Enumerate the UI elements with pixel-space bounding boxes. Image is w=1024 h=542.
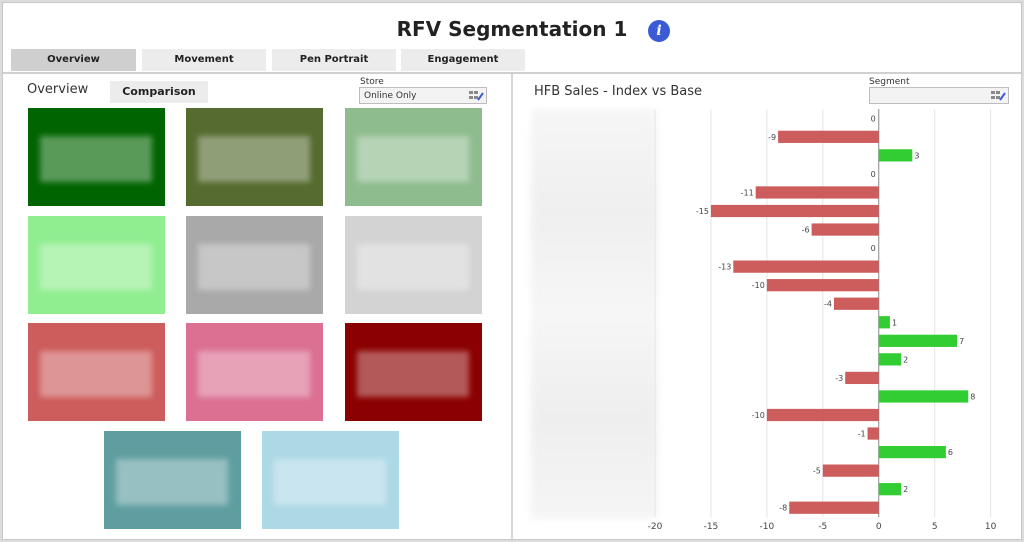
bar bbox=[710, 204, 879, 218]
segment-label: Segment bbox=[869, 77, 910, 87]
segment-tile[interactable] bbox=[345, 323, 482, 421]
bar bbox=[789, 501, 879, 514]
bar bbox=[766, 408, 879, 422]
data-label: -10 bbox=[752, 281, 765, 290]
data-label: 2 bbox=[903, 485, 908, 494]
title-row: RFV Segmentation 1 i bbox=[3, 17, 1021, 47]
data-label: 7 bbox=[959, 337, 964, 346]
store-value: Online Only bbox=[364, 91, 417, 101]
tile-obscured-content bbox=[198, 244, 310, 290]
bar bbox=[822, 464, 879, 477]
bar bbox=[766, 279, 879, 292]
tile-obscured-content bbox=[274, 459, 386, 505]
filter-edit-icon[interactable] bbox=[990, 90, 1006, 101]
data-label: 8 bbox=[970, 392, 975, 401]
tab-overview[interactable]: Overview bbox=[11, 49, 136, 71]
x-tick-label: -5 bbox=[818, 522, 827, 532]
tile-obscured-content bbox=[357, 244, 469, 290]
data-label: -11 bbox=[741, 188, 754, 197]
data-label: -10 bbox=[752, 411, 765, 420]
store-label: Store bbox=[360, 77, 384, 87]
tile-obscured-content bbox=[40, 244, 152, 290]
info-icon[interactable]: i bbox=[648, 20, 670, 42]
bar bbox=[878, 316, 890, 329]
bar bbox=[867, 427, 879, 440]
segment-tile[interactable] bbox=[186, 216, 323, 314]
bar bbox=[878, 353, 902, 366]
data-label: -5 bbox=[813, 467, 821, 476]
segment-tile[interactable] bbox=[28, 216, 165, 314]
hfb-sales-chart: -20 -15 -10 -5 0 5 10 0 -9 3 0 -11 -15 -6 0 -13 -10 -4 1 7 2… bbox=[648, 109, 997, 532]
x-tick-label: 0 bbox=[876, 522, 882, 532]
x-tick-label: -20 bbox=[648, 522, 663, 532]
data-label: -4 bbox=[824, 300, 832, 309]
tile-obscured-content bbox=[198, 136, 310, 182]
data-label: -8 bbox=[779, 504, 787, 513]
store-dropdown[interactable]: Online Only bbox=[359, 87, 487, 104]
segment-tile[interactable] bbox=[345, 216, 482, 314]
data-label: -9 bbox=[768, 133, 776, 142]
data-label: 0 bbox=[871, 114, 876, 123]
data-label: -6 bbox=[802, 226, 810, 235]
data-label: -15 bbox=[696, 207, 709, 216]
tile-obscured-content bbox=[40, 136, 152, 182]
data-label: -3 bbox=[835, 374, 843, 383]
tile-obscured-content bbox=[357, 136, 469, 182]
segment-tile[interactable] bbox=[345, 108, 482, 206]
comparison-button[interactable]: Comparison bbox=[110, 81, 208, 103]
bar bbox=[878, 149, 913, 162]
segment-tile[interactable] bbox=[186, 323, 323, 421]
segment-tile[interactable] bbox=[186, 108, 323, 206]
data-label: -1 bbox=[858, 430, 866, 439]
segment-tile[interactable] bbox=[28, 108, 165, 206]
bar bbox=[733, 260, 879, 273]
segment-dropdown[interactable] bbox=[869, 87, 1009, 104]
tile-obscured-content bbox=[40, 351, 152, 397]
bar bbox=[811, 223, 879, 236]
tile-obscured-content bbox=[198, 351, 310, 397]
page-title: RFV Segmentation 1 bbox=[396, 17, 628, 41]
bar bbox=[845, 371, 879, 385]
data-label: 3 bbox=[914, 151, 919, 160]
data-label: 6 bbox=[948, 448, 953, 457]
filter-edit-icon[interactable] bbox=[468, 90, 484, 101]
tab-movement[interactable]: Movement bbox=[142, 49, 266, 71]
chart-title: HFB Sales - Index vs Base bbox=[534, 84, 703, 99]
bar bbox=[778, 130, 879, 143]
tile-obscured-content bbox=[357, 351, 469, 397]
data-label: -13 bbox=[718, 263, 731, 272]
bar bbox=[755, 186, 879, 199]
panel-divider bbox=[511, 74, 513, 539]
bar bbox=[834, 297, 879, 310]
data-label: 0 bbox=[871, 170, 876, 179]
x-tick-label: -10 bbox=[760, 522, 775, 532]
tab-divider bbox=[3, 72, 1021, 74]
tile-obscured-content bbox=[116, 459, 228, 505]
x-tick-label: -15 bbox=[704, 522, 719, 532]
bar bbox=[878, 390, 969, 403]
segment-tile[interactable] bbox=[262, 431, 399, 529]
tab-engagement[interactable]: Engagement bbox=[401, 49, 525, 71]
data-label: 2 bbox=[903, 355, 908, 364]
data-label: 1 bbox=[892, 318, 897, 327]
tab-pen-portrait[interactable]: Pen Portrait bbox=[272, 49, 396, 71]
overview-heading: Overview bbox=[27, 82, 89, 97]
category-labels-obscured bbox=[531, 109, 657, 519]
x-tick-label: 5 bbox=[932, 522, 938, 532]
bar bbox=[878, 445, 946, 459]
segment-tile[interactable] bbox=[104, 431, 241, 529]
x-tick-label: 10 bbox=[985, 522, 997, 532]
bar bbox=[878, 483, 902, 496]
bar bbox=[878, 334, 958, 347]
segment-tile[interactable] bbox=[28, 323, 165, 421]
data-label: 0 bbox=[871, 244, 876, 253]
